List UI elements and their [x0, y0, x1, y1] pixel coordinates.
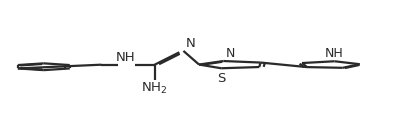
Text: N: N	[225, 47, 235, 60]
Text: NH: NH	[325, 47, 344, 60]
Text: S: S	[217, 72, 225, 85]
Text: N: N	[185, 37, 195, 50]
Text: NH$_2$: NH$_2$	[141, 80, 168, 96]
Text: NH: NH	[116, 51, 136, 64]
